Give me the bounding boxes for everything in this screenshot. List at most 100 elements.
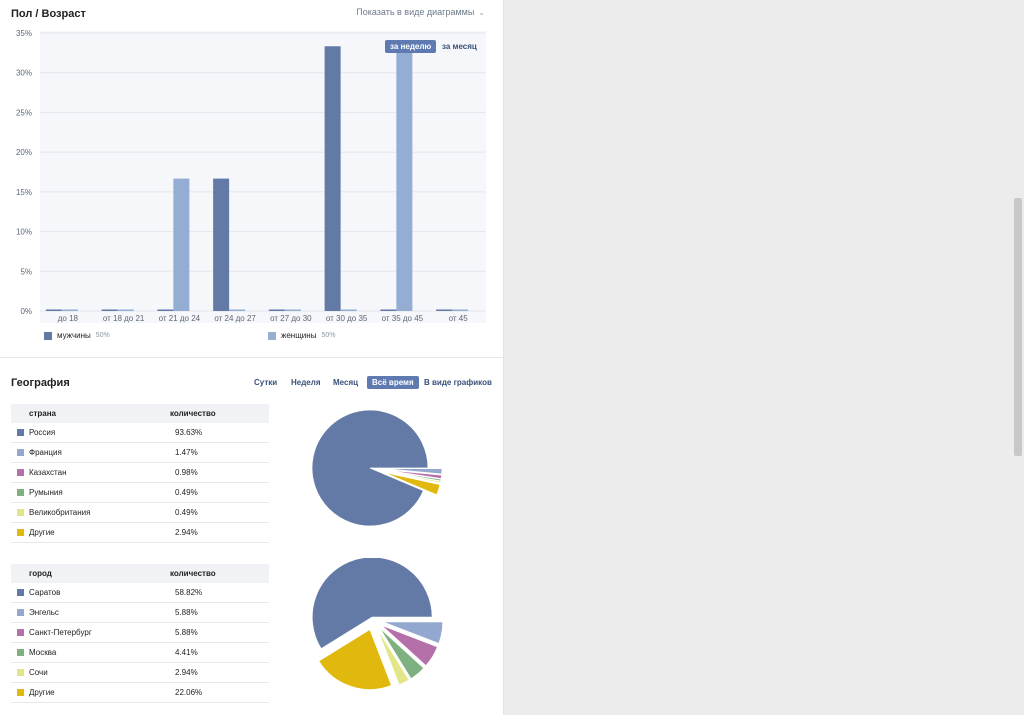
pie-slice[interactable] — [383, 471, 441, 496]
country-value: 2.94% — [175, 528, 198, 537]
bar-men[interactable] — [268, 309, 285, 312]
country-table-row[interactable]: Другие 2.94% — [11, 523, 269, 543]
bar-women[interactable] — [284, 309, 301, 312]
color-swatch — [17, 489, 24, 496]
bar-men[interactable] — [213, 178, 230, 311]
city-name: Москва — [29, 648, 57, 657]
bar-women[interactable] — [173, 178, 190, 311]
city-table-row[interactable]: Энгельс 5.88% — [11, 603, 269, 623]
bar-women[interactable] — [117, 309, 134, 312]
age-section-title: Пол / Возраст — [11, 8, 86, 20]
country-value: 0.49% — [175, 508, 198, 517]
legend-women-percent: 50% — [321, 332, 336, 339]
country-value: 0.98% — [175, 468, 198, 477]
y-tick-label: 25% — [16, 108, 32, 117]
legend-women-label: женщины — [281, 331, 317, 340]
bar-women[interactable] — [61, 309, 78, 312]
city-name: Саратов — [29, 588, 61, 597]
city-table: город количество Саратов 58.82% Энгельс 5.8… — [11, 564, 269, 703]
color-swatch — [17, 529, 24, 536]
bar-men[interactable] — [436, 309, 453, 312]
tab-all-time[interactable]: Всё время — [367, 376, 419, 389]
bar-men[interactable] — [324, 46, 341, 311]
country-table-row[interactable]: Франция 1.47% — [11, 443, 269, 463]
pie-slice[interactable] — [311, 409, 429, 527]
period-month-button[interactable]: за месяц — [442, 42, 477, 51]
age-bar-chart: 35% 30% 25% 20% 15% 10% 5% 0% до 18 от 18 до 21 от… — [16, 29, 486, 323]
stats-panel: Пол / Возраст Показать в виде диаграммы ⌄… — [0, 0, 504, 715]
view-toggle-label: Показать в виде диаграммы — [356, 7, 475, 17]
city-table-row[interactable]: Другие 22.06% — [11, 683, 269, 703]
y-tick-label: 35% — [16, 29, 32, 38]
color-swatch — [17, 589, 24, 596]
pie-slice[interactable] — [383, 469, 443, 480]
country-table-row[interactable]: Казахстан 0.98% — [11, 463, 269, 483]
city-name: Санкт-Петербург — [29, 628, 92, 637]
country-name: Казахстан — [29, 468, 67, 477]
tab-week[interactable]: Неделя — [291, 378, 321, 387]
city-value: 5.88% — [175, 628, 198, 637]
pie-slice[interactable] — [379, 627, 425, 680]
tab-month[interactable]: Месяц — [333, 378, 359, 387]
tab-as-charts[interactable]: В виде графиков — [424, 378, 492, 387]
legend-men-swatch — [44, 331, 52, 340]
pie-slice[interactable] — [382, 621, 444, 645]
country-name: Другие — [29, 528, 55, 537]
period-week-button[interactable]: за неделю — [385, 40, 437, 53]
bar-men[interactable] — [157, 309, 174, 312]
country-table-row[interactable]: Великобритания 0.49% — [11, 503, 269, 523]
country-table-row[interactable]: Румыния 0.49% — [11, 483, 269, 503]
country-table-header: страна количество — [11, 404, 269, 423]
city-column-header: город — [29, 569, 52, 578]
country-count-header: количество — [170, 409, 216, 418]
bar-men[interactable] — [380, 309, 397, 312]
city-table-header: город количество — [11, 564, 269, 583]
x-tick-label: до 18 — [58, 314, 79, 323]
city-name: Другие — [29, 688, 55, 697]
bar-men[interactable] — [101, 309, 118, 312]
city-table-row[interactable]: Санкт-Петербург 5.88% — [11, 623, 269, 643]
y-tick-label: 15% — [16, 188, 32, 197]
country-table-row[interactable]: Россия 93.63% — [11, 423, 269, 443]
pie-slice[interactable] — [377, 628, 410, 686]
x-tick-label: от 30 до 35 — [326, 314, 368, 323]
city-value: 58.82% — [175, 588, 203, 597]
bar-women[interactable] — [396, 46, 413, 311]
legend-men[interactable]: мужчины 50% — [44, 331, 110, 340]
section-divider — [0, 357, 503, 358]
color-swatch — [17, 649, 24, 656]
bar-men[interactable] — [45, 309, 62, 312]
color-swatch — [17, 429, 24, 436]
legend-men-label: мужчины — [57, 331, 91, 340]
city-count-header: количество — [170, 569, 216, 578]
bar-women[interactable] — [229, 309, 246, 312]
pie-slice[interactable] — [383, 470, 442, 484]
pie-slice[interactable] — [383, 469, 442, 482]
city-value: 5.88% — [175, 608, 198, 617]
city-name: Энгельс — [29, 608, 59, 617]
city-table-row[interactable]: Сочи 2.94% — [11, 663, 269, 683]
bar-women[interactable] — [340, 309, 357, 312]
color-swatch — [17, 609, 24, 616]
country-column-header: страна — [29, 409, 56, 418]
color-swatch — [17, 689, 24, 696]
y-tick-label: 20% — [16, 148, 32, 157]
tab-day[interactable]: Сутки — [254, 378, 278, 387]
pie-slice[interactable] — [381, 624, 438, 667]
scrollbar-thumb[interactable] — [1014, 198, 1022, 456]
legend-women[interactable]: женщины 50% — [268, 331, 335, 340]
color-swatch — [17, 469, 24, 476]
pie-slice[interactable] — [311, 558, 433, 650]
view-as-diagram-toggle[interactable]: Показать в виде диаграммы ⌄ — [356, 7, 485, 17]
city-name: Сочи — [29, 668, 48, 677]
country-table: страна количество Россия 93.63% Франция 1.4… — [11, 404, 269, 543]
pie-slice[interactable] — [318, 628, 393, 690]
bar-women[interactable] — [452, 309, 469, 312]
x-tick-label: от 45 — [449, 314, 469, 323]
country-name: Великобритания — [29, 508, 91, 517]
city-table-row[interactable]: Москва 4.41% — [11, 643, 269, 663]
empty-content-area — [504, 0, 1024, 715]
pie-slice[interactable] — [383, 468, 443, 475]
country-value: 1.47% — [175, 448, 198, 457]
city-table-row[interactable]: Саратов 58.82% — [11, 583, 269, 603]
